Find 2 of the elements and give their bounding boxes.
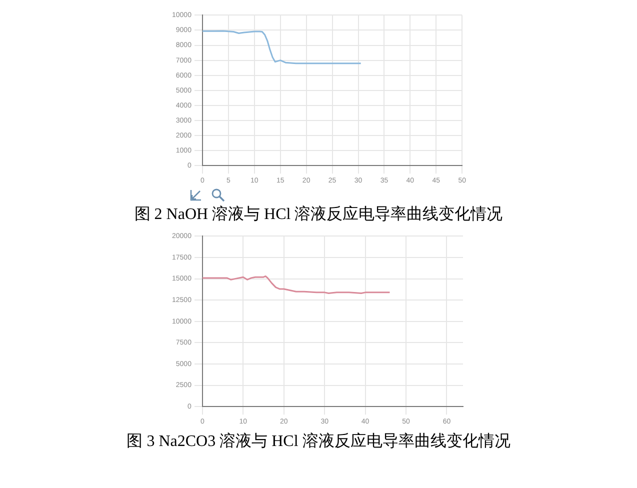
caption: 图 3 Na2CO3 溶液与 HCl 溶液反应电导率曲线变化情况 (126, 432, 510, 452)
caption: 图 2 NaOH 溶液与 HCl 溶液反应电导率曲线变化情况 (134, 204, 503, 225)
